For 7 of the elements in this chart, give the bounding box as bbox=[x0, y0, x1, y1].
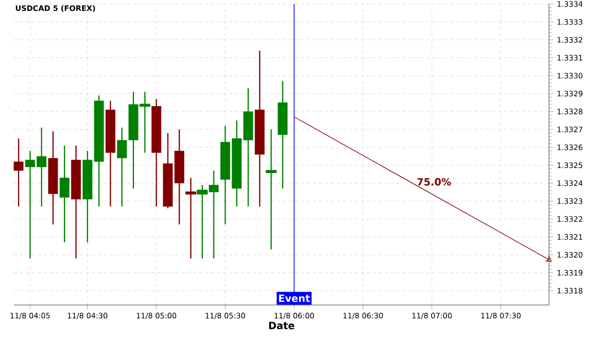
ref-line-label: Event bbox=[279, 294, 310, 302]
annotation: 75.0% bbox=[417, 178, 451, 186]
candlestick bbox=[266, 128, 277, 250]
x-axis-title: Date bbox=[269, 322, 294, 330]
candlestick bbox=[60, 144, 70, 243]
candlestick bbox=[185, 177, 196, 260]
candlestick bbox=[14, 138, 24, 208]
